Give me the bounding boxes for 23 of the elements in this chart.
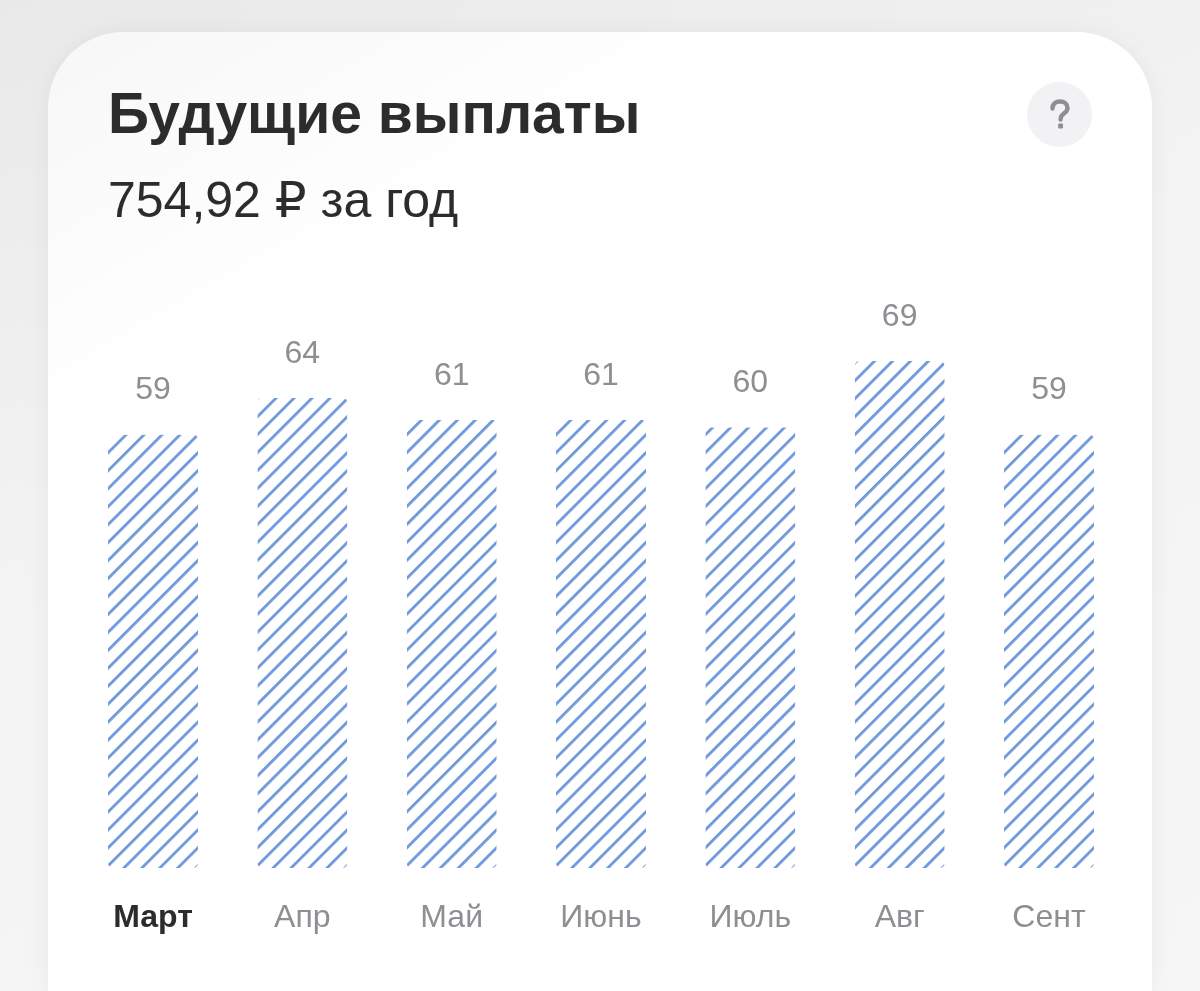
x-tick-label: Май [420, 897, 484, 934]
bar [257, 397, 348, 868]
data-label: 61 [433, 355, 470, 392]
x-tick-label: Сент [1012, 897, 1086, 934]
bar [854, 361, 945, 868]
data-label: 59 [135, 370, 171, 407]
bar [406, 419, 497, 868]
x-tick-label: Июль [709, 897, 792, 934]
data-label: 60 [732, 363, 769, 400]
data-label: 61 [583, 355, 619, 392]
x-tick-label: Авг [874, 897, 925, 934]
data-label: 59 [1031, 370, 1067, 407]
chart-subtitle: 754,92 ₽ за год [108, 172, 459, 228]
bar [108, 434, 199, 868]
bar [1003, 434, 1094, 868]
x-tick-label: Июнь [560, 897, 642, 934]
bar [555, 419, 647, 868]
bar [705, 427, 796, 868]
x-tick-label: Апр [274, 897, 331, 934]
chart-title: Будущие выплаты [108, 81, 641, 145]
x-tick-label: Март [113, 897, 193, 934]
data-label: 69 [881, 297, 918, 333]
data-label: 64 [284, 333, 321, 370]
